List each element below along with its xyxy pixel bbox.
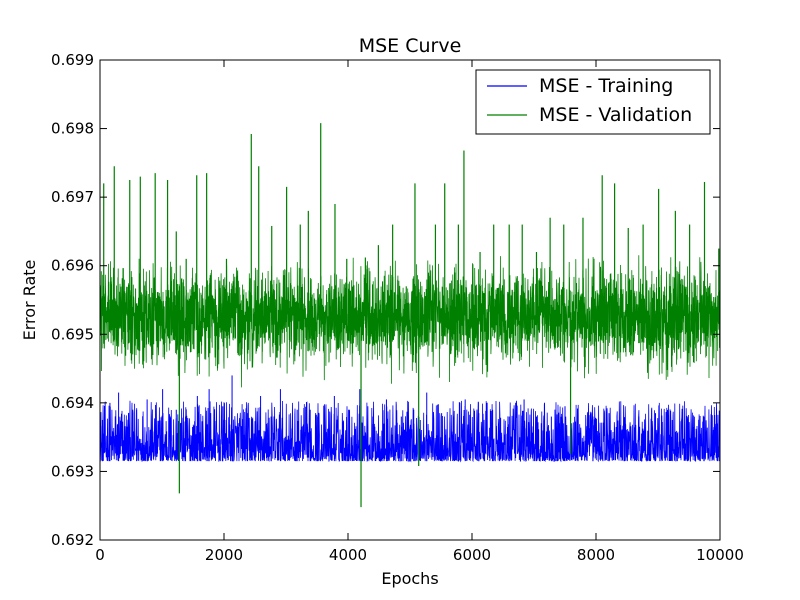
y-tick-label: 0.697 [51,188,94,206]
y-tick-label: 0.692 [51,531,94,549]
x-axis: 0 2000 4000 6000 8000 10000 [95,60,744,564]
x-tick-label: 8000 [577,546,615,564]
y-tick-label: 0.696 [51,257,94,275]
x-tick-label: 10000 [696,546,744,564]
series-validation [100,123,720,508]
y-axis-label: Error Rate [20,260,39,341]
series-validation-line [100,255,720,388]
plot-area [100,123,720,508]
x-tick-label: 0 [95,546,105,564]
legend-box [475,69,711,135]
chart-title: MSE Curve [359,35,462,57]
series-training [100,375,720,463]
series-training-line [100,400,720,463]
y-tick-label: 0.694 [51,394,94,412]
y-tick-label: 0.693 [51,462,94,480]
x-tick-label: 6000 [453,546,491,564]
y-tick-label: 0.695 [51,325,94,343]
x-tick-label: 2000 [205,546,243,564]
plot-frame [99,59,721,541]
y-axis: 0.692 0.693 0.694 0.695 0.696 0.697 0.698 0.699 [51,51,720,549]
x-tick-label: 4000 [329,546,367,564]
legend: MSE - Training MSE - Validation [475,69,711,135]
y-tick-label: 0.698 [51,120,94,138]
legend-label-validation: MSE - Validation [539,104,692,126]
x-axis-label: Epochs [381,569,438,588]
y-tick-label: 0.699 [51,51,94,69]
legend-label-training: MSE - Training [539,75,673,97]
